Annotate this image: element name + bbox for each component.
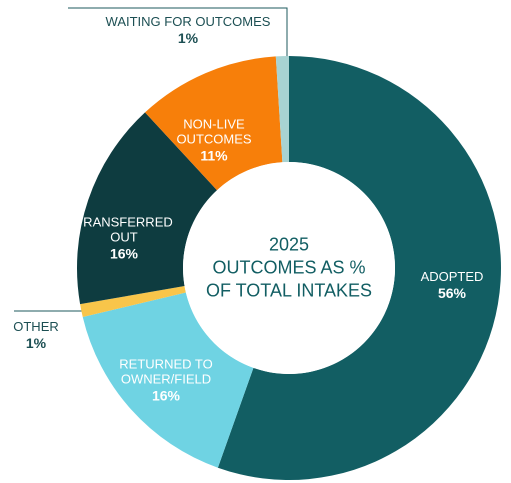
- chart-title: 2025 OUTCOMES AS % OF TOTAL INTAKES: [205, 234, 373, 301]
- slice: [217, 56, 501, 480]
- category-label: WAITING FOR OUTCOMES: [105, 14, 271, 29]
- slice: [82, 292, 254, 468]
- slice: [275, 56, 289, 163]
- category-label: TRANSFERRED OUT: [75, 214, 173, 245]
- slice-label: RETURNED TO OWNER/FIELD 16%: [119, 357, 212, 404]
- slice-label: NON-LIVE OUTCOMES 11%: [176, 117, 251, 164]
- value-label: 1%: [25, 335, 47, 351]
- category-label: RETURNED TO OWNER/FIELD: [119, 356, 213, 387]
- slice: [77, 112, 218, 305]
- category-label: OTHER: [13, 319, 59, 334]
- leader-line: [68, 7, 288, 62]
- slice-label: OTHER 1%: [13, 319, 59, 351]
- value-label: 16%: [109, 245, 139, 262]
- slice-label: ADOPTED 56%: [421, 269, 484, 301]
- value-label: 16%: [151, 387, 181, 404]
- slice: [145, 56, 283, 191]
- donut-hole: [183, 162, 395, 374]
- slice-label: TRANSFERRED OUT 16%: [75, 215, 173, 262]
- category-label: NON-LIVE OUTCOMES: [176, 116, 252, 147]
- value-label: 1%: [177, 30, 199, 46]
- slice: [80, 286, 186, 318]
- value-label: 11%: [200, 147, 228, 164]
- slice-label: WAITING FOR OUTCOMES 1%: [106, 14, 271, 46]
- value-label: 56%: [437, 285, 467, 301]
- category-label: ADOPTED: [420, 269, 484, 284]
